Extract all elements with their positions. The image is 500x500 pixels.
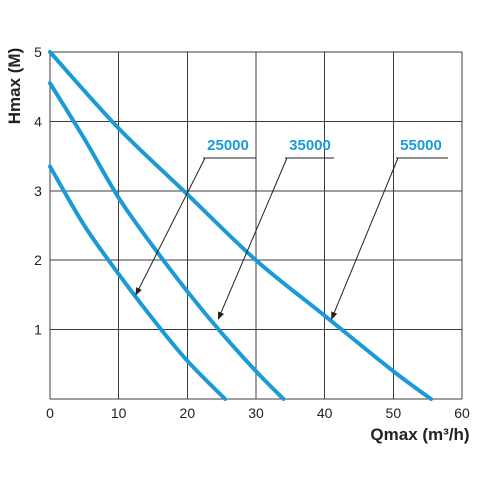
callouts: 25000 35000 55000 bbox=[135, 137, 448, 320]
tick-labels: 0 10 20 30 40 50 60 1 2 3 4 5 bbox=[34, 44, 470, 421]
y-tick-label: 4 bbox=[34, 113, 42, 129]
x-tick-label: 60 bbox=[454, 405, 470, 421]
callout-arrow bbox=[331, 157, 399, 320]
curves bbox=[48, 50, 434, 401]
series-label-35000: 35000 bbox=[289, 137, 331, 154]
x-tick-label: 10 bbox=[111, 405, 127, 421]
x-tick-label: 50 bbox=[386, 405, 402, 421]
x-tick-label: 0 bbox=[46, 405, 54, 421]
x-tick-label: 40 bbox=[317, 405, 333, 421]
x-tick-label: 30 bbox=[248, 405, 264, 421]
callout-arrow bbox=[135, 157, 206, 296]
curve-55000 bbox=[48, 50, 434, 401]
series-label-25000: 25000 bbox=[207, 137, 249, 154]
x-tick-label: 20 bbox=[180, 405, 196, 421]
y-axis-label: Hmax (M) bbox=[5, 48, 24, 125]
grid bbox=[49, 51, 463, 400]
y-tick-label: 1 bbox=[34, 322, 42, 338]
y-tick-label: 2 bbox=[34, 252, 42, 268]
callout-arrow bbox=[217, 157, 288, 320]
series-label-55000: 55000 bbox=[400, 137, 442, 154]
y-tick-label: 3 bbox=[34, 183, 42, 199]
curve-35000 bbox=[48, 81, 286, 401]
curve-25000 bbox=[48, 164, 228, 401]
x-axis-label: Qmax (m³/h) bbox=[370, 425, 469, 444]
y-tick-label: 5 bbox=[34, 44, 42, 60]
